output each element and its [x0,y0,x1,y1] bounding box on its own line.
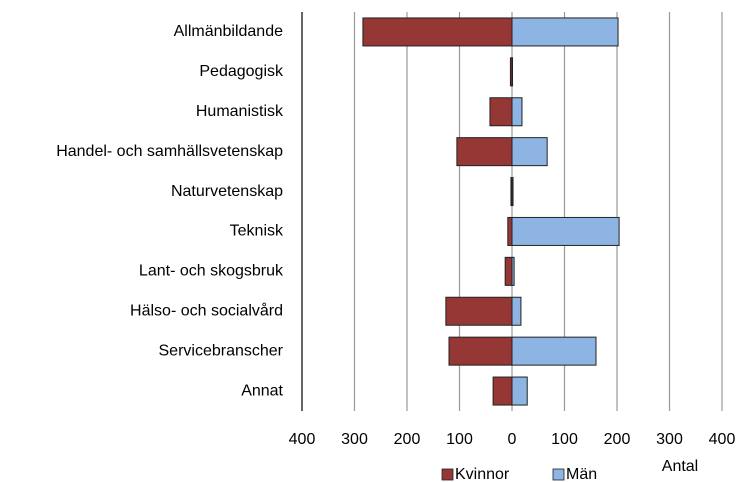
y-tick-label: Allmänbildande [174,23,284,40]
bar [448,336,513,366]
x-tick-label: 100 [551,431,578,448]
y-tick-label: Hälso- och socialvård [130,301,283,319]
bar [511,17,619,47]
x-tick-label: 400 [709,431,736,448]
y-tick-label: Servicebranscher [159,342,284,359]
bar [511,256,515,286]
x-tick-label: 200 [394,431,421,448]
x-axis-label: Antal [662,458,698,475]
y-tick-label: Lant- och skogsbruk [139,263,284,280]
y-tick-label: Naturvetenskap [171,183,283,200]
x-tick-label: 300 [656,431,683,448]
bar [511,137,548,167]
bar [511,97,523,127]
x-tick-label: 100 [446,431,473,448]
legend-swatch [552,468,565,481]
x-tick-label: 200 [604,431,631,448]
x-tick-label: 300 [341,431,368,448]
bar [504,256,513,286]
y-tick-label: Humanistisk [196,103,284,120]
y-tick-label: Pedagogisk [199,63,284,80]
bar [445,296,513,326]
x-tick-label: 0 [508,431,517,448]
bar [511,177,514,207]
bar [511,376,528,406]
bar [507,216,513,246]
bar [492,376,513,406]
legend-swatch [441,468,454,481]
y-tick-label: Handel- och samhällsvetenskap [56,143,283,160]
bar [511,336,597,366]
bar [362,17,513,47]
bar [511,57,514,87]
bar [511,216,620,246]
bar [456,137,513,167]
legend-label: Kvinnor [455,466,510,482]
y-tick-label: Annat [241,382,283,399]
x-tick-label: 400 [289,431,316,448]
bar [511,296,522,326]
y-tick-label: Teknisk [230,223,284,240]
bar [489,97,513,127]
legend-label: Män [566,466,597,482]
